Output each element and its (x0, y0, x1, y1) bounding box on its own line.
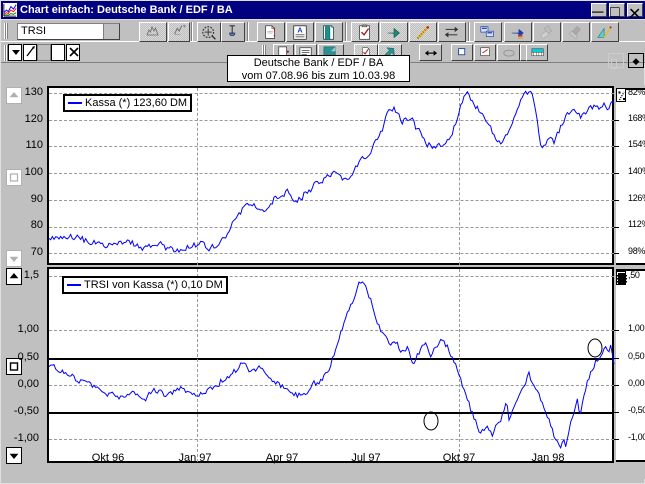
svg-text:A: A (297, 26, 302, 35)
